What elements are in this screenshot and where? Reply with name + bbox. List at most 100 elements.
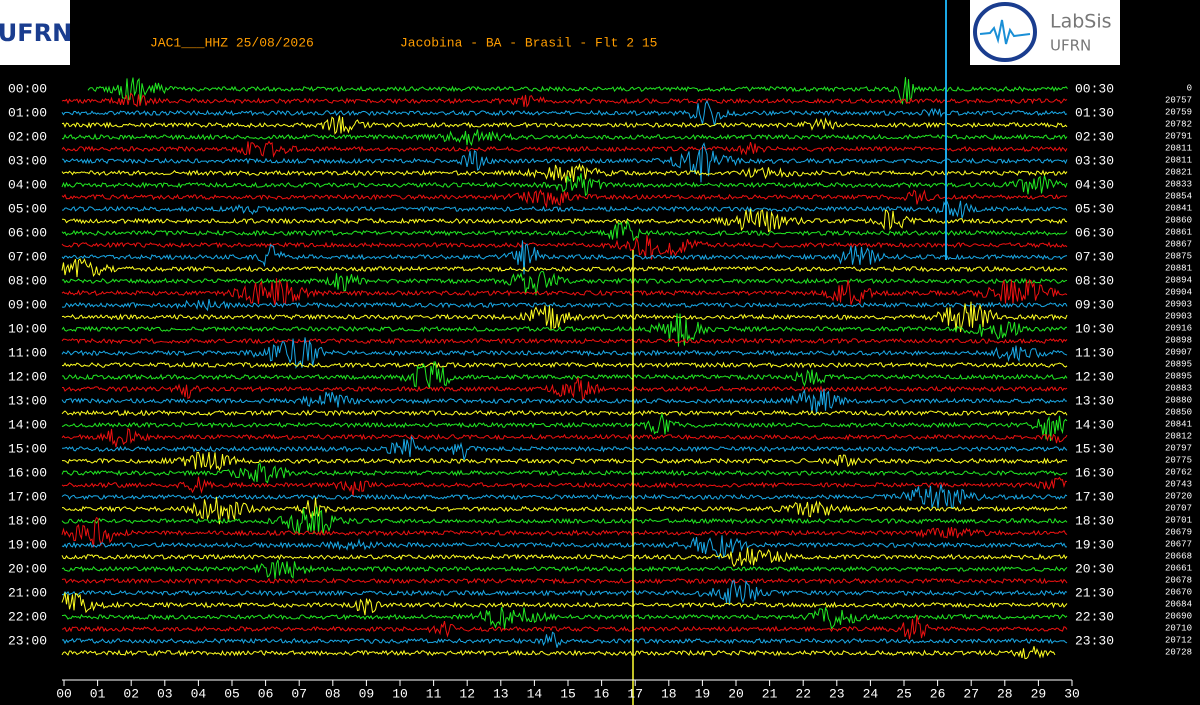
half-hour-label: 01:30 [1075, 105, 1114, 120]
trace [61, 462, 1068, 484]
hour-label: 20:00 [8, 561, 47, 576]
labsis-subtitle: UFRN [1050, 37, 1091, 55]
hour-label: 08:00 [8, 273, 47, 288]
half-hour-label: 06:30 [1075, 225, 1114, 240]
traces [61, 77, 1068, 660]
half-hour-label: 12:30 [1075, 369, 1114, 384]
count-label: 20850 [1165, 407, 1192, 417]
x-tick-label: 22 [795, 686, 811, 701]
count-label: 20861 [1165, 227, 1192, 237]
hour-label: 15:00 [8, 441, 47, 456]
count-label: 20833 [1165, 179, 1192, 189]
hour-label: 05:00 [8, 201, 47, 216]
trace [61, 427, 1068, 448]
x-tick-label: 04 [191, 686, 207, 701]
labsis-logo-wave [979, 19, 1031, 45]
x-tick-label: 27 [963, 686, 979, 701]
x-tick-label: 24 [863, 686, 879, 701]
half-hour-label: 04:30 [1075, 177, 1114, 192]
half-hour-label: 08:30 [1075, 273, 1114, 288]
trace [61, 299, 1068, 312]
trace [61, 476, 1068, 497]
count-label: 20679 [1165, 527, 1192, 537]
trace [61, 517, 1068, 548]
hour-label: 14:00 [8, 417, 47, 432]
trace [61, 547, 1068, 568]
count-label: 20860 [1165, 215, 1192, 225]
x-tick-label: 16 [594, 686, 610, 701]
count-label: 20811 [1165, 155, 1192, 165]
trace [61, 484, 1068, 509]
x-tick-label: 26 [930, 686, 946, 701]
ufrn-logo: UFRN [0, 19, 72, 47]
trace [61, 301, 1068, 333]
x-tick-label: 25 [896, 686, 912, 701]
trace [61, 337, 1068, 369]
count-label: 20907 [1165, 347, 1192, 357]
location-title: Jacobina - BA - Brasil - Flt 2 15 [400, 35, 657, 50]
half-hour-label: 15:30 [1075, 441, 1114, 456]
half-hour-label: 03:30 [1075, 153, 1114, 168]
hour-label: 19:00 [8, 537, 47, 552]
x-tick-label: 11 [426, 686, 442, 701]
trace [61, 208, 1068, 233]
count-label: 20690 [1165, 611, 1192, 621]
x-tick-label: 09 [359, 686, 375, 701]
trace [61, 200, 1068, 219]
trace [62, 496, 1068, 525]
x-tick-label: 28 [997, 686, 1013, 701]
hour-label: 17:00 [8, 489, 47, 504]
trace [61, 235, 1068, 260]
half-hour-label: 09:30 [1075, 297, 1114, 312]
count-label: 20701 [1165, 515, 1192, 525]
count-label: 20782 [1165, 119, 1192, 129]
count-label: 0 [1187, 83, 1192, 93]
hour-label: 22:00 [8, 609, 47, 624]
station-title: JAC1___HHZ 25/08/2026 [150, 35, 314, 50]
trace [61, 140, 1068, 158]
trace [61, 240, 1068, 275]
x-tick-label: 21 [762, 686, 778, 701]
count-label: 20821 [1165, 167, 1192, 177]
hour-label: 21:00 [8, 585, 47, 600]
trace [61, 219, 1068, 242]
x-tick-label: 20 [728, 686, 744, 701]
trace [61, 435, 1068, 461]
trace [61, 337, 1068, 345]
half-hour-label: 21:30 [1075, 585, 1114, 600]
hour-label: 03:00 [8, 153, 47, 168]
half-hour-label: 18:30 [1075, 513, 1114, 528]
count-label: 20762 [1165, 467, 1192, 477]
ufrn-logo-box [0, 0, 70, 65]
labsis-logo-ring [973, 2, 1037, 62]
trace [61, 188, 1068, 209]
trace [61, 361, 1068, 369]
x-tick-label: 23 [829, 686, 845, 701]
half-hour-label: 23:30 [1075, 633, 1114, 648]
count-label: 20881 [1165, 263, 1192, 273]
half-hour-label: 16:30 [1075, 465, 1114, 480]
hour-label: 18:00 [8, 513, 47, 528]
hour-label: 09:00 [8, 297, 47, 312]
x-tick-label: 29 [1031, 686, 1047, 701]
trace [61, 278, 1068, 306]
count-label: 20720 [1165, 491, 1192, 501]
x-tick-label: 01 [90, 686, 106, 701]
x-tick-label: 02 [123, 686, 139, 701]
trace [61, 162, 1068, 183]
trace [61, 606, 1068, 630]
trace [61, 559, 1068, 579]
trace [61, 579, 1068, 606]
count-label: 20677 [1165, 539, 1192, 549]
count-label: 20903 [1165, 311, 1192, 321]
x-tick-label: 13 [493, 686, 509, 701]
count-label: 20775 [1165, 455, 1192, 465]
count-label: 20668 [1165, 551, 1192, 561]
x-tick-label: 30 [1064, 686, 1080, 701]
count-label: 20811 [1165, 143, 1192, 153]
hour-label: 16:00 [8, 465, 47, 480]
x-tick-label: 18 [661, 686, 677, 701]
half-hour-label: 02:30 [1075, 129, 1114, 144]
half-hour-label: 14:30 [1075, 417, 1114, 432]
